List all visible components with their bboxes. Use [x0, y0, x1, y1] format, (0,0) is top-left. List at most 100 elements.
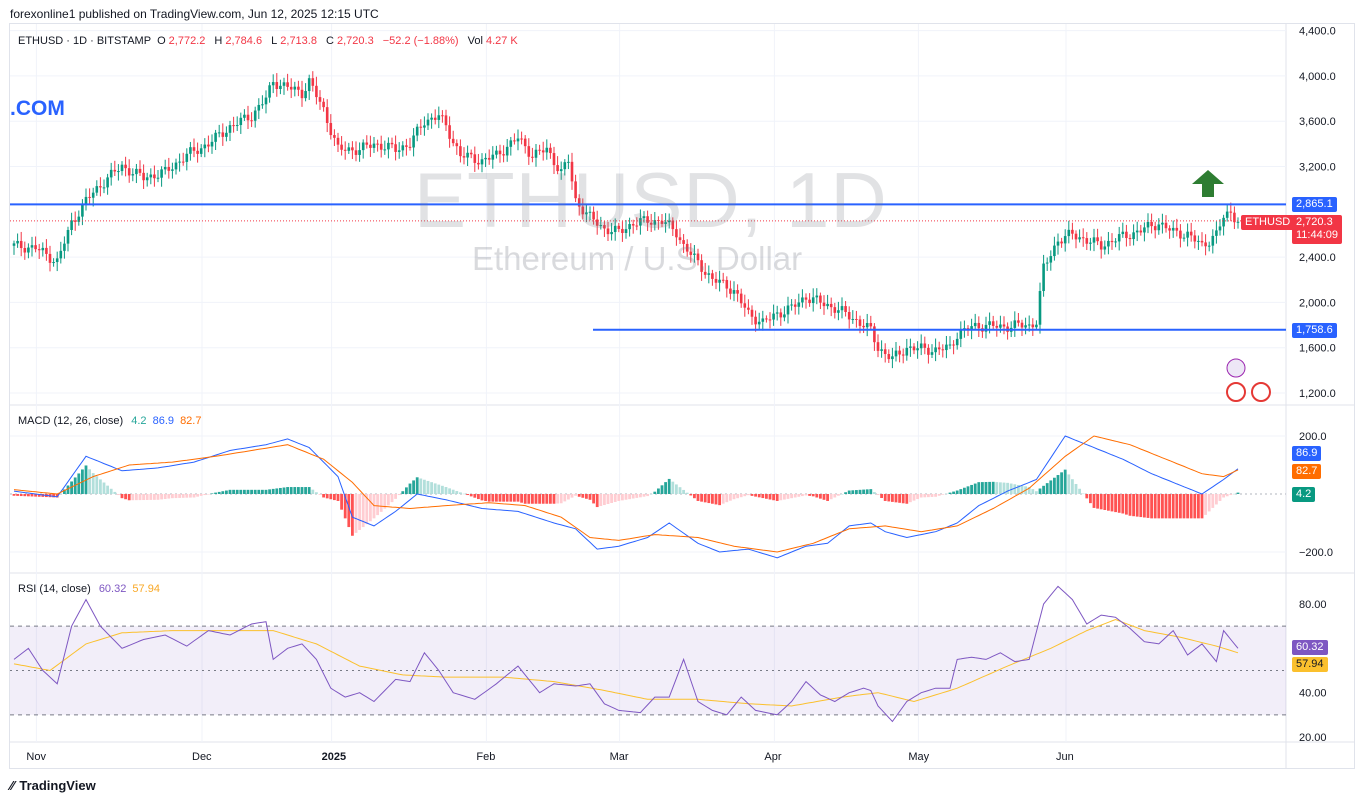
macd-histogram-bar: [772, 494, 775, 501]
macd-histogram-bar: [1150, 494, 1153, 519]
macd-legend-label[interactable]: MACD (12, 26, close): [18, 415, 124, 427]
candle-body: [937, 347, 941, 350]
candle-body: [628, 224, 631, 230]
macd-histogram-bar: [660, 485, 664, 494]
rsi-legend-label[interactable]: RSI (14, close): [18, 583, 91, 595]
macd-histogram-bar: [588, 494, 592, 500]
bar-countdown: 11:44:09: [1296, 229, 1339, 241]
macd-histogram-bar: [19, 494, 23, 497]
macd-histogram-bar: [541, 494, 545, 504]
macd-histogram-bar: [1233, 493, 1236, 495]
macd-histogram-bar: [916, 494, 919, 500]
candle-body: [390, 142, 394, 145]
candle-body: [462, 156, 466, 158]
macd-histogram-bar: [624, 494, 628, 500]
support-price-tag: 1,758.6: [1292, 323, 1337, 338]
macd-histogram-bar: [394, 494, 397, 499]
macd-histogram-bar: [739, 494, 743, 498]
candle-body: [1135, 230, 1139, 233]
candle-body: [761, 318, 765, 322]
candle-body: [135, 168, 138, 175]
candle-body: [297, 86, 300, 90]
candle-body: [142, 172, 145, 181]
candle-body: [340, 144, 343, 150]
candle-body: [621, 228, 624, 233]
macd-histogram-bar: [210, 493, 214, 494]
candle-body: [844, 306, 847, 312]
candle-body: [1063, 236, 1067, 244]
candle-body: [552, 153, 556, 166]
macd-histogram-bar: [142, 494, 145, 501]
resistance-price-tag: 2,865.1: [1292, 197, 1337, 212]
tradingview-logo[interactable]: ⁄⁄ TradingView: [10, 778, 96, 793]
us-flag-event-icon: [1226, 382, 1246, 402]
macd-histogram-bar: [883, 494, 887, 501]
candle-body: [315, 85, 318, 98]
candle-body: [484, 157, 487, 160]
candle-body: [772, 313, 775, 320]
candle-body: [376, 143, 379, 145]
macd-histogram-bar: [1157, 494, 1161, 519]
candle-body: [106, 177, 109, 188]
candle-body: [901, 354, 905, 356]
high-label: H: [214, 35, 223, 47]
candle-body: [37, 249, 41, 251]
candle-body: [451, 138, 455, 144]
candle-body: [498, 150, 502, 155]
macd-histogram-bar: [469, 494, 473, 497]
candle-body: [545, 147, 549, 153]
candle-body: [250, 120, 253, 122]
macd-histogram-bar: [757, 494, 761, 498]
candle-body: [811, 297, 815, 304]
macd-histogram-bar: [297, 487, 300, 494]
macd-histogram-bar: [646, 494, 649, 497]
macd-histogram-bar: [397, 494, 401, 496]
macd-histogram-bar: [415, 477, 419, 494]
rsi-ma-value-tag: 57.94: [1292, 657, 1328, 672]
macd-histogram-bar: [1215, 494, 1218, 505]
candle-body: [19, 240, 23, 249]
candle-body: [973, 322, 977, 327]
candle-body: [1193, 235, 1197, 242]
macd-histogram-bar: [333, 494, 336, 501]
candle-body: [646, 216, 649, 223]
rsi-legend-ma: 57.94: [132, 583, 160, 595]
macd-histogram-bar: [300, 487, 304, 494]
macd-legend-signal: 82.7: [180, 415, 202, 427]
candle-body: [70, 220, 73, 230]
candle-body: [487, 157, 491, 160]
macd-histogram-bar: [1229, 494, 1233, 496]
symbol-label[interactable]: ETHUSD · 1D · BITSTAMP: [18, 35, 152, 47]
candle-body: [1045, 262, 1049, 264]
macd-histogram-bar: [603, 494, 606, 506]
macd-histogram-bar: [750, 494, 754, 496]
candle-body: [685, 243, 689, 252]
macd-histogram-bar: [775, 494, 779, 501]
candle-body: [419, 126, 423, 128]
watermark-symbol: ETHUSD, 1D: [414, 156, 888, 244]
macd-histogram-bar: [325, 494, 329, 499]
candle-body: [1042, 263, 1045, 292]
candle-body: [696, 253, 700, 261]
candle-body: [127, 168, 131, 176]
macd-histogram-bar: [721, 494, 725, 504]
macd-histogram-bar: [930, 494, 934, 497]
macd-histogram-bar: [606, 494, 610, 505]
candle-body: [491, 154, 495, 160]
macd-histogram-bar: [405, 487, 408, 494]
macd-histogram-bar: [498, 494, 502, 502]
macd-histogram-bar: [538, 494, 541, 504]
macd-histogram-bar: [1182, 494, 1186, 519]
candle-body: [437, 115, 441, 120]
candle-body: [289, 86, 293, 90]
macd-histogram-bar: [1175, 494, 1179, 519]
macd-histogram-bar: [246, 489, 250, 494]
candle-body: [95, 186, 99, 193]
macd-histogram-bar: [894, 494, 898, 503]
macd-histogram-bar: [556, 494, 559, 504]
candle-body: [959, 330, 963, 339]
macd-histogram-bar: [703, 494, 707, 503]
candle-body: [667, 220, 671, 223]
candle-body: [1027, 324, 1031, 326]
